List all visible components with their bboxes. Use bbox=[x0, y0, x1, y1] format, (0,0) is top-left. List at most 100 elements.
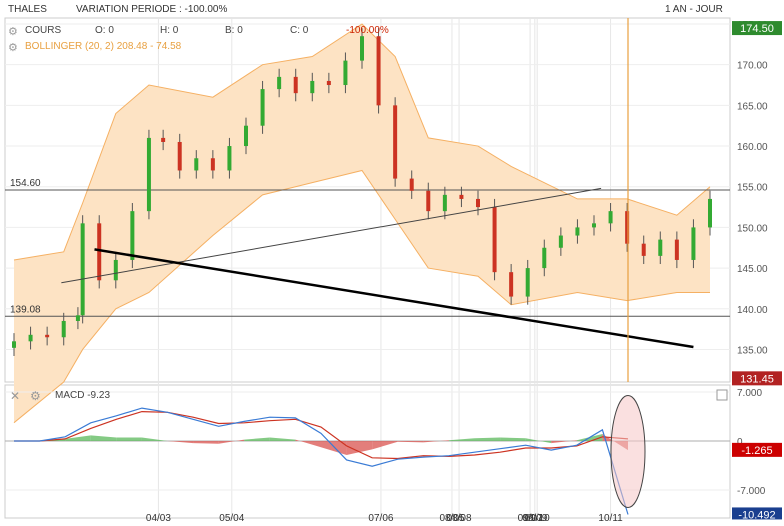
low-value: B: 0 bbox=[225, 25, 243, 36]
low-price-box bbox=[732, 371, 782, 386]
last-price-box bbox=[732, 21, 782, 36]
macd-histogram-segment bbox=[474, 437, 501, 441]
price-panel-frame bbox=[4, 17, 731, 383]
candle-body bbox=[293, 76, 298, 94]
candle-body bbox=[592, 223, 596, 228]
support-level-label: 139.08 bbox=[10, 304, 41, 315]
high-value: H: 0 bbox=[160, 25, 179, 36]
macd-histogram-segment bbox=[65, 435, 91, 441]
macd-histogram-segment bbox=[448, 438, 475, 441]
x-tick-label: 10/11 bbox=[598, 513, 623, 524]
macd-gear-icon[interactable]: ⚙ bbox=[30, 389, 41, 403]
candle-body bbox=[409, 178, 414, 191]
candle-body bbox=[509, 272, 514, 297]
macd-histogram-segment bbox=[167, 441, 194, 444]
x-tick-label: 08/05 bbox=[439, 513, 464, 524]
macd-histogram-segment bbox=[269, 437, 296, 441]
support-level-label: 154.60 bbox=[10, 178, 41, 189]
candle-body bbox=[393, 105, 398, 179]
x-tick-label: 09/07 bbox=[518, 513, 543, 524]
macd-histogram-segment bbox=[193, 441, 219, 444]
candle-body bbox=[12, 341, 16, 348]
candle-body bbox=[376, 36, 381, 106]
macd-histogram-segment bbox=[244, 437, 270, 441]
trendline-thick bbox=[94, 248, 694, 349]
highlight-ellipse bbox=[610, 395, 646, 508]
macd-histogram-segment bbox=[116, 437, 142, 441]
candle-body bbox=[260, 89, 265, 126]
candle-body bbox=[343, 60, 348, 86]
bollinger-label: BOLLINGER (20, 2) 208.48 - 74.58 bbox=[25, 41, 182, 52]
candle-body bbox=[113, 259, 118, 281]
bollinger-upper-line bbox=[13, 23, 711, 261]
candle-body bbox=[244, 125, 248, 147]
y-tick-label: 160.00 bbox=[737, 142, 768, 153]
close-icon[interactable]: ✕ bbox=[10, 389, 21, 403]
macd-histogram-segment bbox=[551, 440, 577, 444]
candle-body bbox=[492, 207, 497, 273]
candle-body bbox=[97, 223, 102, 281]
macd-low-label: -10.492 bbox=[738, 509, 775, 521]
change-value: -100.00% bbox=[346, 25, 389, 36]
candle-body bbox=[75, 315, 80, 321]
macd-current-label: -1.265 bbox=[741, 445, 772, 457]
macd-histogram-segment bbox=[372, 441, 398, 450]
candle-body bbox=[426, 190, 431, 212]
macd-histogram-segment bbox=[90, 435, 117, 441]
macd-histogram-segment bbox=[525, 438, 552, 444]
candle-body bbox=[575, 227, 580, 236]
candle-body bbox=[146, 137, 151, 212]
macd-y-tick-label: -7.000 bbox=[737, 486, 766, 497]
candle-body bbox=[641, 243, 646, 256]
x-tick-label: 07/06 bbox=[368, 513, 393, 524]
x-tick-label: 09/09 bbox=[522, 513, 547, 524]
cours-label: COURS bbox=[25, 25, 62, 36]
macd-histogram-segment bbox=[141, 437, 168, 441]
y-tick-label: 150.00 bbox=[737, 223, 768, 234]
y-tick-label: 145.00 bbox=[737, 264, 768, 275]
x-tick-label: 08/08 bbox=[447, 513, 472, 524]
candle-body bbox=[658, 239, 663, 256]
y-tick-label: 170.00 bbox=[737, 61, 768, 72]
candle-body bbox=[80, 223, 85, 316]
y-tick-label: 140.00 bbox=[737, 305, 768, 316]
candle-body bbox=[194, 158, 199, 171]
signal-line bbox=[14, 410, 629, 460]
candle-body bbox=[310, 80, 315, 94]
candle-body bbox=[45, 334, 50, 338]
variation-label: VARIATION PERIODE : -100.00% bbox=[76, 4, 228, 15]
candle-body bbox=[28, 334, 33, 342]
bollinger-gear-icon[interactable]: ⚙ bbox=[8, 42, 18, 54]
symbol-title: THALES bbox=[8, 4, 47, 15]
bollinger-band-fill bbox=[14, 24, 710, 423]
candle-body bbox=[625, 211, 630, 244]
candle-body bbox=[525, 268, 530, 297]
x-tick-label: 09/10 bbox=[525, 513, 550, 524]
macd-histogram-segment bbox=[346, 441, 373, 455]
candle-body bbox=[674, 239, 679, 260]
macd-histogram-segment bbox=[500, 437, 526, 441]
macd-current-box bbox=[732, 442, 782, 457]
candle-body bbox=[210, 158, 215, 171]
candle-body bbox=[459, 194, 464, 199]
macd-histogram-segment bbox=[218, 439, 245, 444]
candle-body bbox=[61, 320, 66, 338]
candle-body bbox=[277, 76, 282, 90]
low-price-label: 131.45 bbox=[740, 373, 774, 385]
candle-body bbox=[326, 80, 331, 86]
candle-body bbox=[177, 141, 182, 171]
macd-histogram-segment bbox=[397, 441, 424, 443]
cours-gear-icon[interactable]: ⚙ bbox=[8, 26, 18, 38]
x-tick-label: 04/03 bbox=[146, 513, 171, 524]
macd-y-tick-label: 7.000 bbox=[737, 388, 762, 399]
candle-body bbox=[360, 36, 364, 61]
candle-body bbox=[542, 247, 547, 269]
macd-low-box bbox=[732, 507, 782, 520]
trendline-thin bbox=[61, 187, 602, 284]
macd-y-tick-label: 0 bbox=[737, 437, 743, 448]
x-tick-label: 05/04 bbox=[219, 513, 244, 524]
period-label[interactable]: 1 AN - JOUR bbox=[665, 4, 723, 15]
macd-histogram-segment bbox=[321, 441, 347, 455]
